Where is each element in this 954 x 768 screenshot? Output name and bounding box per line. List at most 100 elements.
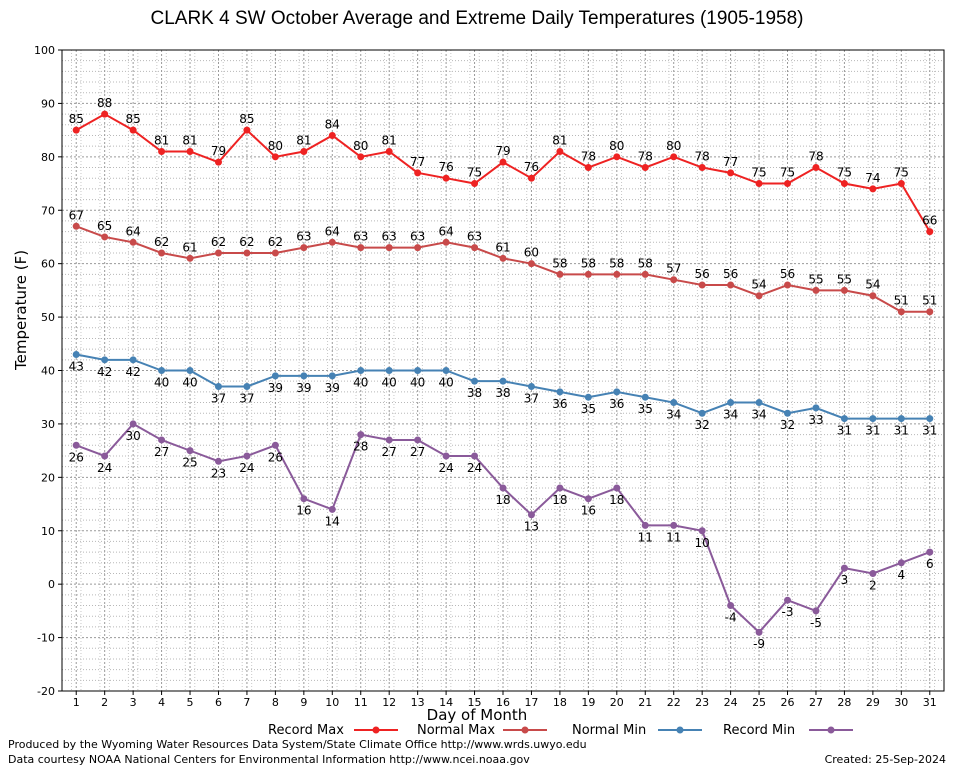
data-point — [641, 521, 649, 529]
data-label: 84 — [325, 117, 340, 131]
data-label: 78 — [638, 150, 653, 164]
data-point — [755, 628, 763, 636]
data-label: 27 — [382, 445, 397, 459]
legend-label: Normal Max — [417, 723, 495, 738]
legend-label: Record Max — [268, 723, 344, 738]
data-point — [214, 249, 222, 257]
data-point — [214, 457, 222, 465]
data-point — [641, 164, 649, 172]
data-point — [755, 292, 763, 300]
data-point — [499, 254, 507, 262]
data-point — [72, 350, 80, 358]
data-point — [897, 180, 905, 188]
legend-entry-record-min: Record Min — [723, 723, 853, 738]
data-point — [784, 409, 792, 417]
data-label: 31 — [922, 424, 937, 438]
data-label: 85 — [125, 112, 140, 126]
y-tick-label: 60 — [41, 258, 55, 271]
data-label: 88 — [97, 96, 112, 110]
data-label: 11 — [666, 530, 681, 544]
data-label: 74 — [865, 171, 880, 185]
data-label: 40 — [410, 376, 425, 390]
data-point — [641, 393, 649, 401]
data-label: 31 — [865, 424, 880, 438]
x-tick-label: 13 — [411, 696, 425, 709]
data-label: 40 — [353, 376, 368, 390]
data-label: 63 — [296, 230, 311, 244]
x-tick-label: 14 — [439, 696, 453, 709]
data-label: 43 — [69, 359, 84, 373]
data-label: 14 — [325, 514, 340, 528]
x-tick-label: 23 — [695, 696, 709, 709]
data-label: 81 — [552, 133, 567, 147]
data-point — [101, 233, 109, 241]
data-label: 37 — [524, 392, 539, 406]
data-point — [385, 244, 393, 252]
data-label: -5 — [810, 616, 822, 630]
data-point — [755, 399, 763, 407]
x-tick-label: 4 — [158, 696, 165, 709]
data-point — [300, 147, 308, 155]
data-label: 81 — [296, 133, 311, 147]
data-point — [584, 270, 592, 278]
y-tick-label: 20 — [41, 471, 55, 484]
data-point — [471, 452, 479, 460]
data-label: 25 — [182, 456, 197, 470]
data-point — [357, 244, 365, 252]
data-label: 64 — [125, 224, 140, 238]
data-label: 79 — [211, 144, 226, 158]
data-label: 28 — [353, 440, 368, 454]
data-label: 24 — [438, 461, 453, 475]
data-label: 63 — [410, 230, 425, 244]
data-point — [527, 383, 535, 391]
x-tick-label: 5 — [187, 696, 194, 709]
data-point — [840, 415, 848, 423]
data-label: 61 — [495, 240, 510, 254]
data-point — [300, 372, 308, 380]
data-point — [158, 147, 166, 155]
data-label: 34 — [666, 408, 681, 422]
data-label: 30 — [125, 429, 140, 443]
data-point — [271, 153, 279, 161]
data-point — [243, 249, 251, 257]
y-tick-label: 90 — [41, 97, 55, 110]
data-label: 40 — [438, 376, 453, 390]
data-label: 75 — [780, 166, 795, 180]
data-label: 63 — [353, 230, 368, 244]
data-label: 75 — [837, 166, 852, 180]
data-point — [670, 276, 678, 284]
data-point — [698, 281, 706, 289]
x-tick-label: 17 — [524, 696, 538, 709]
data-label: 18 — [609, 493, 624, 507]
data-point — [442, 452, 450, 460]
data-point — [670, 521, 678, 529]
data-label: 80 — [268, 139, 283, 153]
x-tick-label: 3 — [130, 696, 137, 709]
data-point — [414, 169, 422, 177]
x-tick-label: 25 — [752, 696, 766, 709]
data-point — [243, 126, 251, 134]
data-label: 27 — [154, 445, 169, 459]
legend-swatch-marker — [372, 726, 380, 734]
data-label: 58 — [609, 256, 624, 270]
data-label: 55 — [808, 272, 823, 286]
x-tick-label: 11 — [354, 696, 368, 709]
y-tick-label: 40 — [41, 365, 55, 378]
x-tick-label: 6 — [215, 696, 222, 709]
data-point — [385, 367, 393, 374]
data-label: 63 — [467, 230, 482, 244]
data-point — [613, 484, 621, 492]
y-tick-label: 0 — [48, 578, 55, 591]
data-point — [670, 399, 678, 407]
data-point — [499, 158, 507, 166]
x-tick-label: 22 — [667, 696, 681, 709]
x-tick-label: 30 — [894, 696, 908, 709]
data-label: 54 — [751, 278, 766, 292]
data-point — [186, 367, 194, 374]
data-label: 75 — [751, 166, 766, 180]
data-label: -3 — [782, 605, 794, 619]
data-point — [812, 607, 820, 615]
data-label: 85 — [239, 112, 254, 126]
